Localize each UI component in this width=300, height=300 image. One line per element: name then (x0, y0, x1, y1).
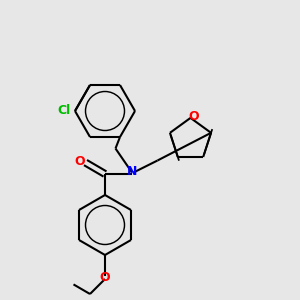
Text: O: O (75, 154, 86, 168)
Text: N: N (127, 165, 137, 178)
Text: Cl: Cl (57, 104, 70, 118)
Text: O: O (188, 110, 199, 123)
Text: O: O (100, 271, 110, 284)
